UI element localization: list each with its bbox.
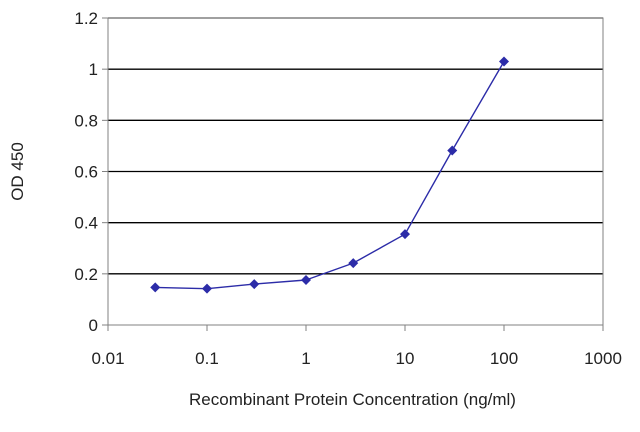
y-tick-label: 0.4 (74, 214, 98, 233)
data-point-marker (202, 283, 212, 294)
y-axis-title: OD 450 (8, 142, 27, 201)
x-tick-label: 10 (396, 349, 415, 368)
data-point-marker (499, 56, 509, 67)
data-point-marker (249, 279, 260, 290)
y-tick-label: 0.6 (74, 163, 98, 182)
y-tick-label: 0 (89, 316, 98, 335)
x-axis-title: Recombinant Protein Concentration (ng/ml… (189, 390, 516, 409)
y-tick-label: 0.8 (74, 111, 98, 130)
data-point-marker (400, 229, 410, 240)
data-point-marker (348, 258, 359, 269)
x-tick-label: 0.01 (91, 349, 124, 368)
series-line (155, 61, 505, 290)
x-tick-label: 100 (490, 349, 518, 368)
data-point-marker (301, 274, 311, 285)
x-tick-label: 0.1 (195, 349, 219, 368)
y-tick-label: 1.2 (74, 9, 98, 28)
data-point-marker (447, 145, 458, 156)
x-tick-label: 1 (301, 349, 310, 368)
x-axis-ticks: 0.01 0.1 1 10 100 1000 (91, 325, 622, 368)
series-layer (150, 56, 509, 294)
x-tick-label: 1000 (584, 349, 622, 368)
gridlines (108, 17, 603, 275)
y-tick-label: 0.2 (74, 265, 98, 284)
y-axis-ticks: 0 0.2 0.4 0.6 0.8 1 1.2 (74, 9, 108, 335)
y-tick-label: 1 (89, 60, 98, 79)
data-point-marker (150, 282, 161, 293)
